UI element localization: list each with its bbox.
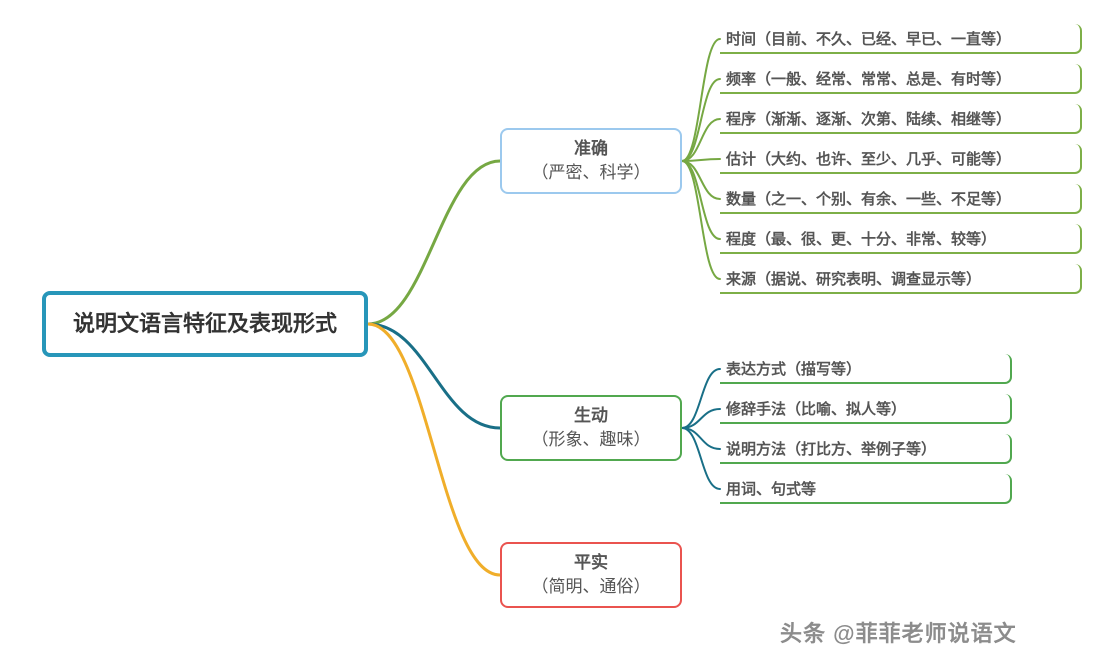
leaf-node: 频率（一般、经常、常常、总是、有时等） <box>720 64 1082 94</box>
leaf-label: 程度（最、很、更、十分、非常、较等） <box>726 228 996 249</box>
leaf-label: 修辞手法（比喻、拟人等） <box>726 398 906 419</box>
branch-node-vivid: 生动（形象、趣味） <box>500 395 682 461</box>
leaf-label: 用词、句式等 <box>726 478 816 499</box>
leaf-node: 表达方式（描写等） <box>720 354 1012 384</box>
leaf-node: 时间（目前、不久、已经、早已、一直等） <box>720 24 1082 54</box>
leaf-node: 估计（大约、也许、至少、几乎、可能等） <box>720 144 1082 174</box>
root-label: 说明文语言特征及表现形式 <box>73 309 337 340</box>
leaf-label: 数量（之一、个别、有余、一些、不足等） <box>726 188 1011 209</box>
branch-node-plain: 平实（简明、通俗） <box>500 542 682 608</box>
mindmap-root-node: 说明文语言特征及表现形式 <box>42 291 368 357</box>
leaf-node: 来源（据说、研究表明、调查显示等） <box>720 264 1082 294</box>
branch-title: 准确 <box>574 137 608 161</box>
branch-node-accurate: 准确（严密、科学） <box>500 128 682 194</box>
leaf-node: 说明方法（打比方、举例子等） <box>720 434 1012 464</box>
leaf-node: 用词、句式等 <box>720 474 1012 504</box>
leaf-label: 说明方法（打比方、举例子等） <box>726 438 936 459</box>
branch-subtitle: （简明、通俗） <box>532 575 651 599</box>
leaf-label: 估计（大约、也许、至少、几乎、可能等） <box>726 148 1011 169</box>
branch-title: 生动 <box>574 404 608 428</box>
leaf-label: 来源（据说、研究表明、调查显示等） <box>726 268 981 289</box>
branch-subtitle: （严密、科学） <box>532 161 651 185</box>
leaf-label: 表达方式（描写等） <box>726 358 861 379</box>
branch-subtitle: （形象、趣味） <box>532 428 651 452</box>
leaf-node: 程序（渐渐、逐渐、次第、陆续、相继等） <box>720 104 1082 134</box>
leaf-node: 修辞手法（比喻、拟人等） <box>720 394 1012 424</box>
leaf-label: 频率（一般、经常、常常、总是、有时等） <box>726 68 1011 89</box>
leaf-label: 时间（目前、不久、已经、早已、一直等） <box>726 28 1011 49</box>
leaf-label: 程序（渐渐、逐渐、次第、陆续、相继等） <box>726 108 1011 129</box>
branch-title: 平实 <box>574 551 608 575</box>
leaf-node: 程度（最、很、更、十分、非常、较等） <box>720 224 1082 254</box>
leaf-node: 数量（之一、个别、有余、一些、不足等） <box>720 184 1082 214</box>
watermark-text: 头条 @菲菲老师说语文 <box>780 616 1017 648</box>
